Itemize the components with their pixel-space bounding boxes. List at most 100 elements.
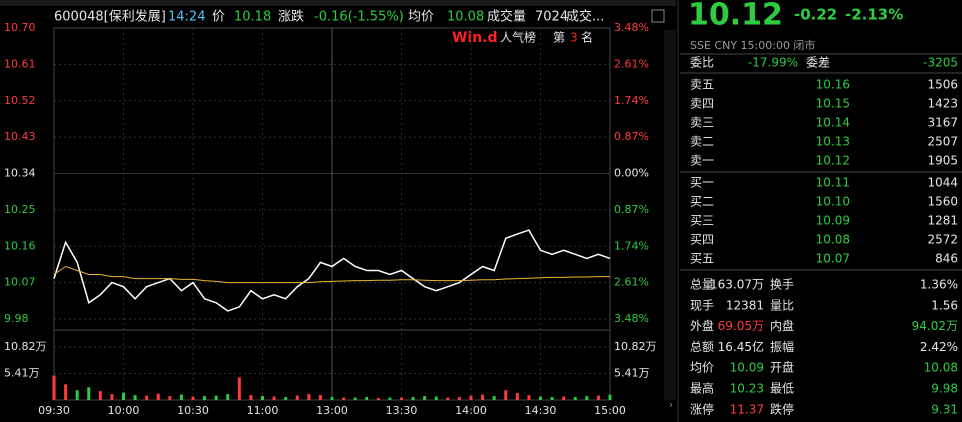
cell: 卖二 [690,135,714,149]
volume-tick-label: 10.82万 [4,340,47,353]
header-avg-label: 均价 [408,10,434,25]
y-tick-label: 10.43 [4,130,36,143]
quote-pct: -2.13% [845,6,903,24]
badge-pre: 第 [553,31,565,45]
cell: 振幅 [770,339,794,354]
y-tick-label: 10.25 [4,203,36,216]
cell: 开盘 [770,360,794,375]
cell: 10.14 [816,116,850,130]
cell: 跌停 [770,401,794,416]
cell: 1281 [927,214,958,228]
x-tick-label: 13:00 [316,404,348,417]
volume-bar [457,397,461,400]
avg-line [53,265,610,284]
cell: 1.36% [920,278,958,292]
header-price-label: 价 [212,10,225,25]
y-tick-label: 10.61 [4,57,36,70]
volume-bar [469,395,473,400]
badge-name: 人气榜 [500,30,536,45]
volume-bar [179,394,183,400]
cell: 现手 [690,298,714,312]
volume-bar [272,396,276,400]
cell: 2572 [927,233,958,247]
scrollbar[interactable] [664,30,676,400]
expand-arrow[interactable]: › [669,398,673,411]
badge-rank: 3 [570,31,578,45]
header-avg: 10.08 [447,10,484,25]
volume-bar [504,390,508,400]
cell: 外盘 [690,318,714,333]
cell: 1506 [927,78,958,92]
cell: 10.16 [816,78,850,92]
volume-bar [52,375,56,400]
cell: 总额 [690,340,714,354]
volume-bar [492,396,496,400]
y2-tick-label: 0.00% [614,167,649,180]
x-tick-label: 10:30 [177,404,209,417]
header-change-label: 涨跌 [278,9,304,25]
quote-price: 10.12 [688,0,783,33]
cell: 10.12 [816,154,850,168]
y2-tick-label: 0.87% [614,203,649,216]
cell: 10.23 [730,382,764,396]
volume-bar [376,398,380,400]
volume-bar [550,397,554,400]
volume-bar [596,395,600,400]
volume-bar [353,397,357,400]
cell: 9.31 [931,402,958,416]
volume-bar [98,391,102,400]
y2-tick-label: 1.74% [614,94,649,107]
cell: 委比 [690,56,714,70]
cell: 最高 [690,381,714,396]
volume-bar [342,397,346,400]
volume-bar [145,395,149,400]
volume-bar [400,397,403,400]
cell: 最低 [770,382,794,396]
volume-bar [318,395,322,400]
badge-post: 名 [581,30,593,45]
y2-tick-label: 3.48% [614,21,649,34]
header-time: 14:24 [168,10,205,25]
cell: 1905 [927,154,958,168]
y-tick-label: 10.07 [4,276,36,289]
volume-bar [365,397,369,400]
tab-strip [0,0,676,6]
x-tick-label: 13:30 [386,404,418,417]
volume-bar [411,397,415,400]
cell: 10.13 [816,135,850,149]
volume-bar [168,396,172,400]
cell: 846 [935,252,958,266]
cell: 量比 [770,298,794,312]
y-tick-label: 10.70 [4,21,36,34]
cell: -3205 [923,56,958,70]
volume-bar [295,395,299,400]
volume-bar [284,397,288,400]
quote-info: SSE CNY 15:00:00 闭市 [690,38,815,52]
y2-tick-label: 2.61% [614,276,649,289]
volume-bar [585,396,589,400]
volume-bar [249,395,253,400]
cell: 3167 [927,116,958,130]
volume-bar [133,395,137,400]
cell: 12381 [726,298,764,312]
x-tick-label: 11:00 [247,404,279,417]
cell: 11.37 [730,402,764,416]
header-vol: 7024 [535,10,568,25]
cell: 69.05万 [718,319,764,333]
volume-bar [75,390,79,400]
volume-bar [261,396,264,400]
volume-bar [191,396,195,400]
volume-bar [307,394,311,400]
volume-bar [539,396,542,400]
cell: 10.09 [730,361,764,375]
cell: 卖一 [690,154,714,168]
y-tick-label: 10.34 [4,167,36,180]
x-tick-label: 14:30 [525,404,557,417]
cell: 10.09 [816,214,850,228]
cell: 10.08 [816,233,850,247]
volume-bar [388,397,392,400]
grid-icon[interactable] [651,9,665,23]
cell: 2507 [927,135,958,149]
